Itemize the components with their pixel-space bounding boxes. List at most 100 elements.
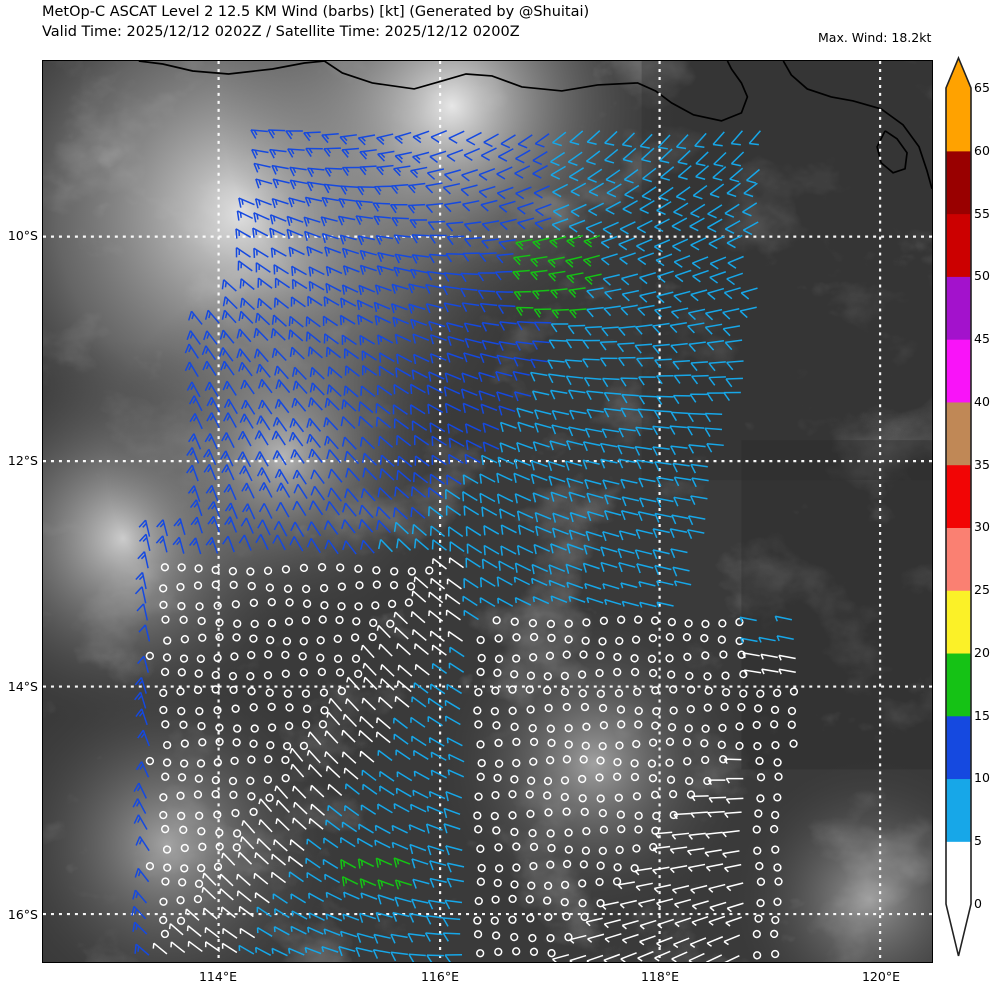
- wind-barb: [273, 297, 290, 309]
- wind-barb: [517, 134, 533, 149]
- wind-barb: [160, 824, 170, 834]
- wind-barb: [393, 733, 409, 745]
- wind-barb: [254, 892, 270, 904]
- wind-barb: [682, 737, 692, 747]
- wind-barb: [510, 722, 519, 731]
- wind-barb: [269, 148, 287, 159]
- wind-barb: [189, 499, 203, 517]
- wind-barb: [378, 696, 393, 709]
- wind-barb: [634, 343, 653, 354]
- wind-barb: [274, 277, 291, 289]
- wind-barb: [195, 811, 204, 820]
- wind-barb: [776, 635, 794, 642]
- wind-barb: [526, 705, 535, 714]
- colorbar-band-30-35: [946, 464, 971, 528]
- wind-barb: [650, 790, 660, 799]
- wind-barb: [473, 706, 482, 715]
- wind-barb: [586, 130, 601, 146]
- wind-barb: [221, 942, 238, 954]
- lat-tick-14S: 14°S: [7, 679, 38, 694]
- wind-barb: [180, 864, 189, 873]
- wind-barb: [654, 512, 672, 523]
- wind-barb: [564, 359, 583, 369]
- wind-barb: [253, 212, 270, 223]
- wind-barb: [358, 729, 374, 743]
- wind-barb: [633, 687, 642, 696]
- wind-barb: [306, 838, 322, 850]
- wind-barb: [549, 389, 568, 400]
- wind-barb: [669, 321, 687, 333]
- wind-barb: [532, 237, 550, 250]
- wind-barb: [160, 667, 170, 677]
- wind-barb: [724, 811, 742, 819]
- wind-barb: [323, 417, 339, 431]
- wind-barb: [290, 449, 305, 464]
- wind-barb: [548, 339, 567, 349]
- wind-barb: [603, 510, 622, 521]
- wind-barb: [393, 165, 411, 177]
- wind-barb: [463, 147, 481, 162]
- wind-barb: [550, 151, 566, 167]
- wind-barb: [512, 842, 521, 851]
- wind-barb: [598, 846, 607, 855]
- wind-barb: [564, 828, 573, 837]
- wind-barb: [582, 254, 600, 267]
- wind-barb: [724, 220, 741, 234]
- wind-barb: [274, 785, 289, 800]
- wind-barb: [491, 686, 500, 695]
- wind-barb: [613, 667, 622, 677]
- satellite-wind-map[interactable]: [42, 60, 933, 963]
- wind-barb: [411, 523, 427, 536]
- wind-barb: [476, 877, 486, 886]
- wind-barb: [320, 601, 329, 610]
- wind-barb: [393, 266, 411, 277]
- wind-barb: [464, 423, 482, 434]
- wind-barb: [621, 393, 639, 404]
- wind-barb: [187, 940, 203, 953]
- wind-barb: [547, 843, 556, 853]
- wind-barb: [289, 747, 304, 762]
- wind-barb: [551, 527, 569, 538]
- wind-barb: [603, 305, 621, 317]
- wind-barb: [584, 479, 602, 490]
- wind-barb: [344, 365, 360, 377]
- wind-barb: [273, 926, 290, 936]
- wind-barb: [291, 278, 308, 290]
- wind-barb: [341, 821, 358, 833]
- wind-barb: [533, 321, 552, 331]
- wind-barb: [652, 866, 670, 875]
- wind-barb: [269, 214, 287, 225]
- wind-barb: [256, 837, 272, 851]
- wind-barb: [674, 898, 692, 909]
- wind-barb: [445, 488, 461, 500]
- wind-speed-colorbar[interactable]: 65 60 55 50 45 40 35 30 25 20 15 10 5 0: [941, 55, 1008, 980]
- wind-barb: [309, 382, 325, 396]
- lat-tick-16S: 16°S: [7, 907, 38, 922]
- wind-barb: [362, 662, 377, 676]
- wind-barb: [340, 297, 357, 308]
- wind-barb: [235, 247, 251, 258]
- wind-barb: [548, 579, 566, 588]
- wind-barb: [407, 932, 426, 943]
- wind-barb: [481, 454, 498, 466]
- wind-barb: [168, 923, 184, 936]
- wind-barb: [586, 597, 604, 604]
- wind-barb: [620, 478, 638, 489]
- wind-barb: [529, 737, 539, 747]
- wind-barb: [395, 538, 412, 551]
- wind-barb: [205, 484, 219, 502]
- wind-barb: [642, 167, 657, 183]
- wind-barb: [621, 919, 639, 930]
- wind-barb: [688, 341, 706, 352]
- wind-barb: [492, 826, 501, 835]
- wind-barb: [237, 851, 253, 865]
- wind-barb: [219, 888, 234, 901]
- wind-barb: [635, 529, 653, 540]
- wind-barb: [770, 705, 780, 715]
- wind-barb: [568, 167, 585, 182]
- wind-barb: [657, 134, 671, 150]
- wind-barb: [256, 363, 271, 378]
- wind-barb: [134, 691, 147, 709]
- wind-barb: [656, 476, 674, 487]
- wind-barb: [393, 418, 409, 430]
